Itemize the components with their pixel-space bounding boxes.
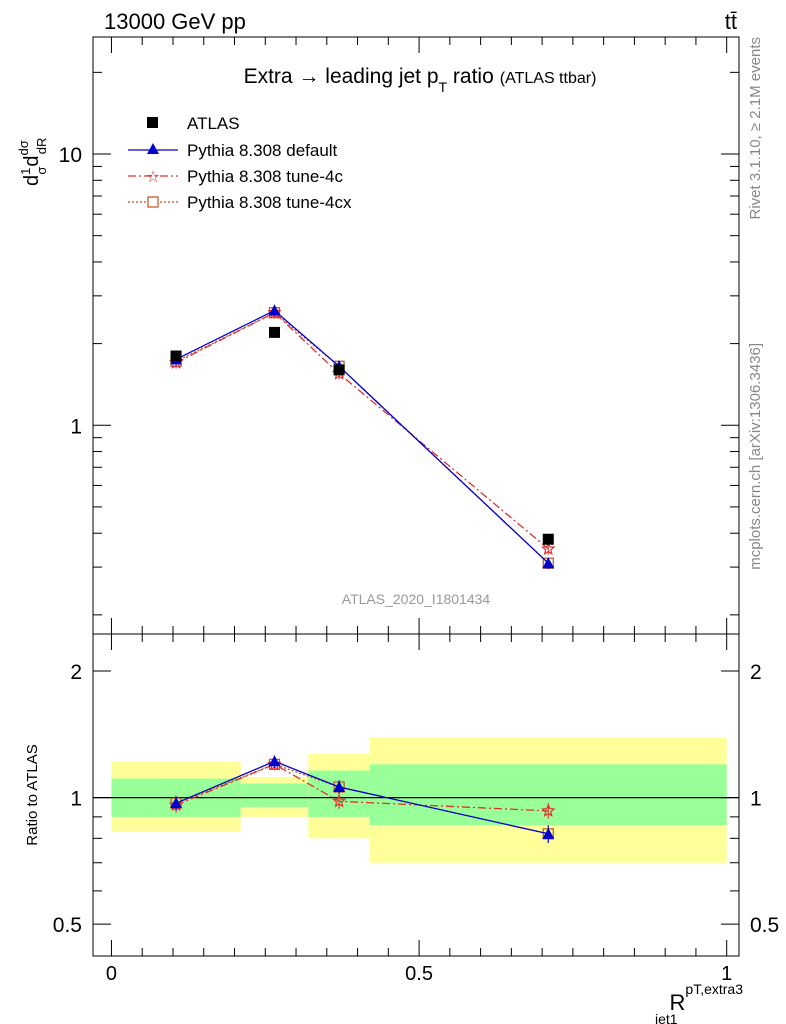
x-tick-label-1: 0.5 bbox=[405, 963, 433, 985]
legend-marker-atlas bbox=[147, 117, 158, 128]
ratio-y-axis-label: Ratio to ATLAS bbox=[24, 744, 41, 845]
ratio-point-pythia-8-308-default bbox=[333, 780, 346, 792]
ratio-y-tick-label-left-1: 1 bbox=[70, 788, 82, 811]
ratio-y-tick-label-right-1: 1 bbox=[750, 788, 762, 811]
ratio-panel: 0 0.5 1 0.5 0.5 1 1 2 2 Ratio to ATLAS bbox=[24, 633, 779, 985]
ratio-y-tick-label-right-0: 0.5 bbox=[750, 914, 779, 937]
chart-title-tail: ratio bbox=[447, 65, 494, 88]
chart-title-note: (ATLAS ttbar) bbox=[500, 70, 597, 87]
series-point-pythia-8-308-default bbox=[268, 304, 281, 316]
ratio-plot-area: 0 0.5 1 0.5 0.5 1 1 2 2 bbox=[53, 634, 779, 985]
series-point-pythia-8-308-default bbox=[542, 557, 555, 569]
chart-title-subscript: T bbox=[439, 79, 448, 95]
series-line-pythia-8-308-tune-4c bbox=[175, 311, 549, 550]
ratio-y-tick-label-right-2: 2 bbox=[750, 661, 762, 684]
legend-marker-tune4cx bbox=[147, 196, 159, 208]
ratio-panel-frame bbox=[92, 633, 740, 957]
legend-marker-default bbox=[147, 143, 159, 154]
x-axis-label-base: R bbox=[670, 990, 686, 1015]
chart-title-main: Extra → leading jet p bbox=[244, 65, 439, 88]
legend-label-tune4cx: Pythia 8.308 tune-4cx bbox=[187, 193, 352, 212]
x-axis-label: RpT,extra3 jet1 bbox=[654, 981, 743, 1024]
ratio-y-tick-label-left-0: 0.5 bbox=[53, 914, 82, 937]
legend-label-atlas: ATLAS bbox=[187, 114, 240, 133]
top-panel: 1 10 Extra → leading jet pT ratio (ATLAS t… bbox=[16, 36, 740, 635]
legend-label-tune4c: Pythia 8.308 tune-4c bbox=[187, 167, 343, 186]
legend: ATLAS Pythia 8.308 default ☆ Pythia 8.30… bbox=[128, 114, 352, 212]
legend-marker-tune4c: ☆ bbox=[146, 169, 160, 186]
series-point-pythia-8-308-tune-4c bbox=[541, 541, 556, 556]
x-tick-label-2: 1 bbox=[721, 963, 732, 985]
ratio-point-pythia-8-308-tune-4c bbox=[331, 793, 347, 808]
series-line-pythia-8-308-default bbox=[175, 309, 549, 564]
ratio-y-tick-label-left-2: 2 bbox=[70, 661, 82, 684]
atlas-data-point bbox=[268, 326, 280, 338]
mcplots-label: mcplots.cern.ch [arXiv:1306.3436] bbox=[747, 343, 764, 570]
chart-title: Extra → leading jet pT ratio (ATLAS ttbar… bbox=[244, 65, 597, 95]
top-plot-area: 1 10 bbox=[59, 37, 739, 634]
x-axis-label-subscript: jet1 bbox=[654, 1011, 678, 1024]
ratio-band-stat-1 bbox=[240, 783, 309, 807]
process-label: tt̄ bbox=[725, 9, 737, 34]
energy-label: 13000 GeV pp bbox=[104, 9, 246, 34]
atlas-data-point bbox=[333, 364, 345, 376]
rivet-version-label: Rivet 3.1.10, ≥ 2.1M events bbox=[747, 37, 764, 220]
x-tick-label-0: 0 bbox=[106, 963, 117, 985]
x-axis-label-superscript: pT,extra3 bbox=[685, 981, 743, 997]
ratio-point-pythia-8-308-default bbox=[268, 755, 281, 767]
series-line-pythia-8-308-tune-4cx bbox=[175, 311, 549, 564]
ratio-point-pythia-8-308-default bbox=[542, 827, 555, 839]
top-y-axis-label: d1σddσ dR bbox=[16, 138, 49, 186]
atlas-data-point bbox=[170, 350, 182, 362]
top-y-tick-label-1: 10 bbox=[59, 144, 82, 167]
atlas-data-point bbox=[542, 533, 554, 545]
ratio-line-pythia-8-308-tune-4c bbox=[175, 763, 549, 812]
ratio-point-pythia-8-308-tune-4c bbox=[541, 803, 556, 817]
ratio-point-pythia-8-308-default bbox=[170, 797, 183, 809]
legend-label-default: Pythia 8.308 default bbox=[187, 141, 338, 160]
analysis-id: ATLAS_2020_I1801434 bbox=[342, 591, 491, 607]
top-y-tick-label-0: 1 bbox=[70, 415, 82, 438]
ratio-line-pythia-8-308-default bbox=[175, 760, 549, 835]
